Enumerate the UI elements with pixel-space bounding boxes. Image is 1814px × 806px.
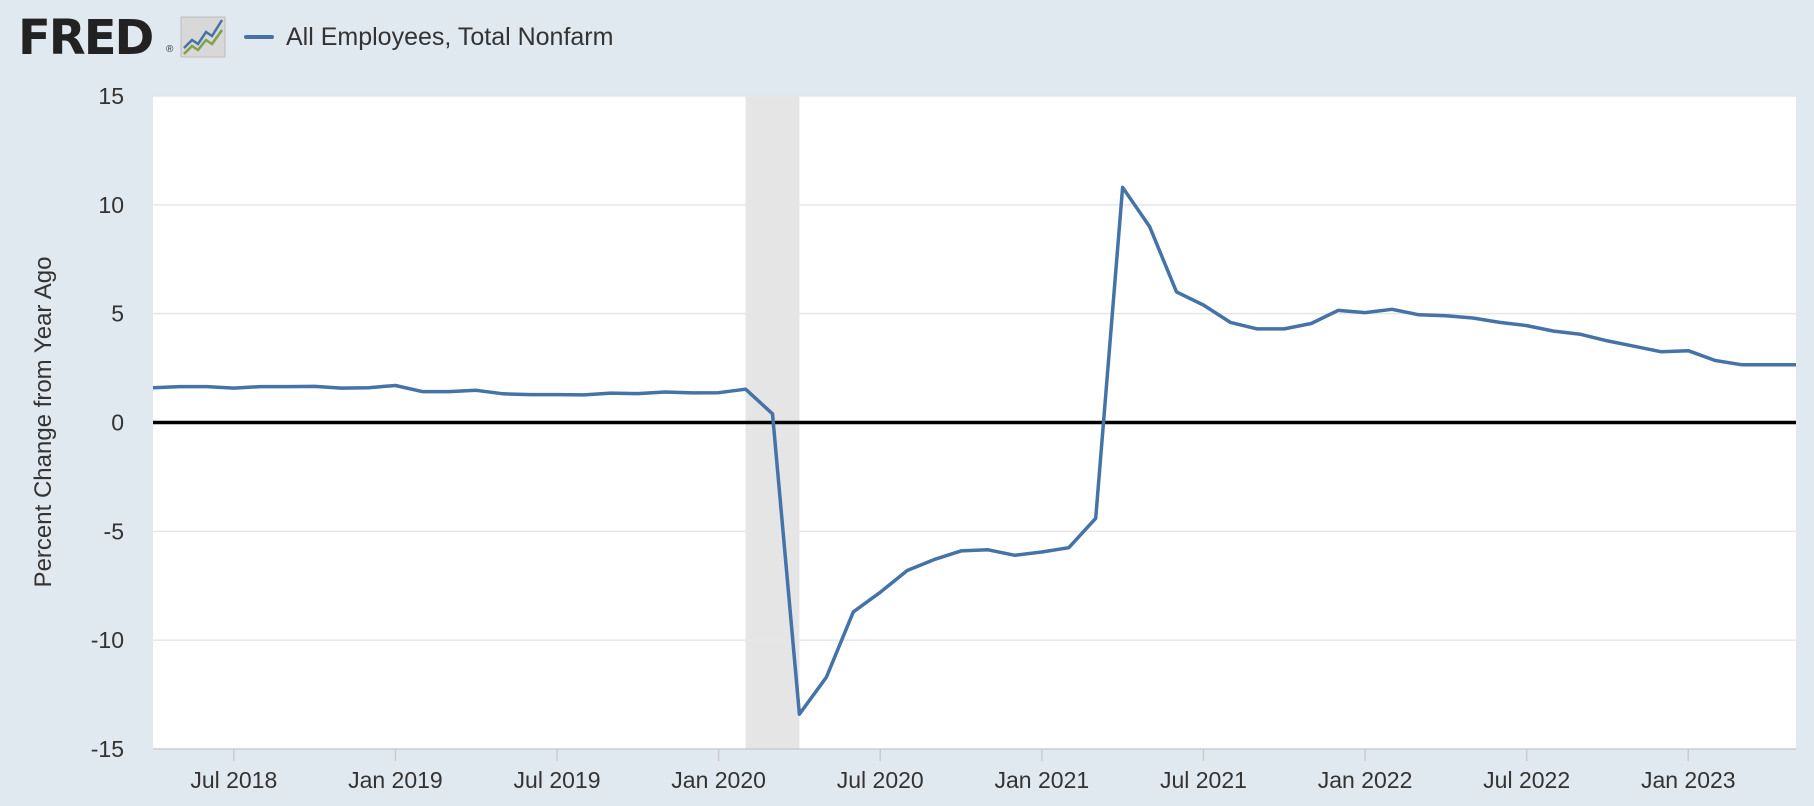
x-tick-label: Jan 2021 xyxy=(995,767,1090,793)
y-tick-label: 0 xyxy=(111,410,124,436)
x-tick-label: Jul 2019 xyxy=(514,767,601,793)
y-tick-label: 15 xyxy=(98,83,124,109)
x-axis-ticks: Jul 2018 Jan 2019 Jul 2019 Jan 2020 Jul 2020… xyxy=(153,748,1796,793)
fred-logo[interactable]: FRED xyxy=(18,10,154,66)
legend-swatch xyxy=(244,35,274,39)
fred-line-chart-icon[interactable] xyxy=(180,16,226,58)
registered-mark: ® xyxy=(166,44,174,55)
x-tick-label: Jul 2018 xyxy=(190,767,277,793)
y-tick-label: -5 xyxy=(104,518,124,544)
chart-header: FRED ® All Employees, Total Nonfarm xyxy=(0,0,1814,76)
x-tick-label: Jul 2021 xyxy=(1160,767,1247,793)
gridlines xyxy=(153,95,1796,641)
series-line-all-employees[interactable] xyxy=(152,185,1796,716)
y-tick-label: 10 xyxy=(98,192,124,218)
y-tick-label: -10 xyxy=(91,627,124,653)
y-tick-label: 5 xyxy=(111,301,124,327)
chart-legend[interactable]: All Employees, Total Nonfarm xyxy=(244,20,613,54)
x-tick-label: Jan 2020 xyxy=(671,767,766,793)
y-tick-label: -15 xyxy=(91,736,124,762)
x-tick-label: Jan 2022 xyxy=(1318,767,1413,793)
x-tick-label: Jul 2022 xyxy=(1483,767,1570,793)
legend-label: All Employees, Total Nonfarm xyxy=(286,22,614,51)
x-tick-label: Jul 2020 xyxy=(837,767,924,793)
y-axis-ticks: -15 -10 -5 0 5 10 15 xyxy=(91,83,124,762)
x-tick-label: Jan 2019 xyxy=(348,767,443,793)
y-axis-title: Percent Change from Year Ago xyxy=(30,257,57,588)
x-tick-label: Jan 2023 xyxy=(1641,767,1736,793)
